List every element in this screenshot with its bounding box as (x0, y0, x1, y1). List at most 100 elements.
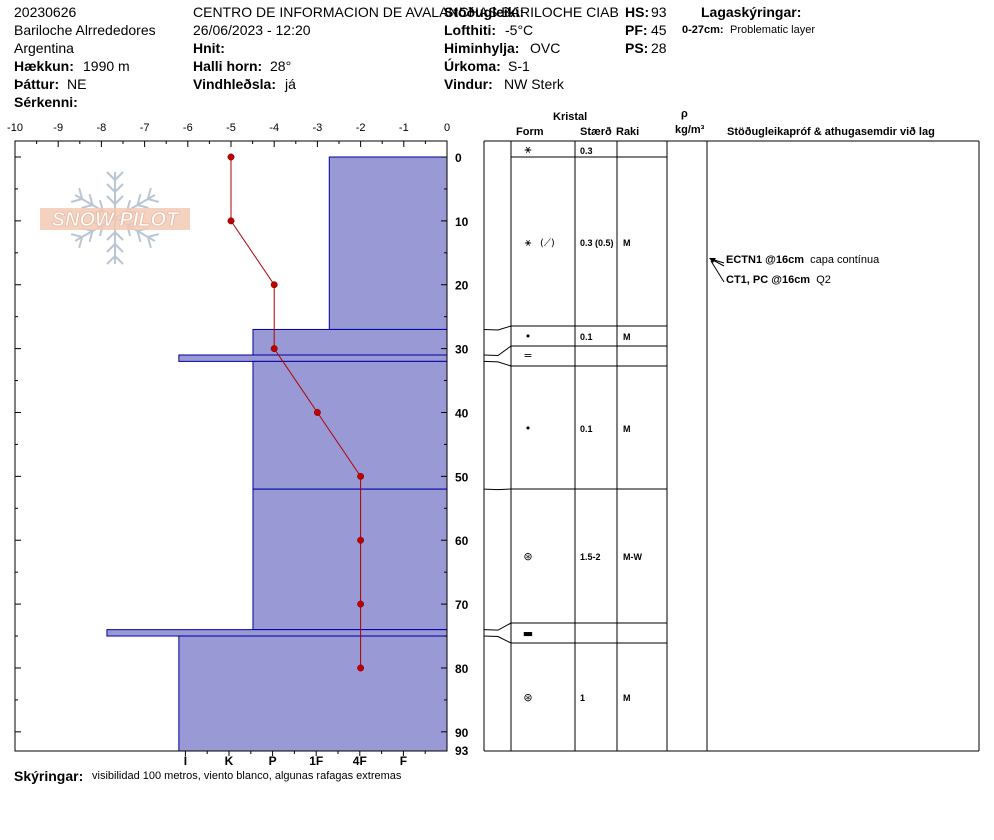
hardness-tick-label: 1F (309, 754, 323, 768)
hardness-tick-label: 4F (353, 754, 367, 768)
depth-tick-label: 20 (455, 279, 469, 293)
sky-value: OVC (530, 40, 561, 56)
country-name: Argentina (14, 40, 74, 56)
wind-value: NW Sterk (504, 76, 564, 92)
layer-connector (483, 360, 512, 367)
depth-end-label: 93 (455, 744, 469, 758)
air-temp-label: Lofthiti: (444, 22, 497, 38)
depth-tick-label: 50 (455, 470, 469, 484)
hardness-tick-label: F (400, 754, 407, 768)
temp-tick-label: -7 (140, 122, 150, 134)
notes-label: Skýringar: (14, 768, 84, 784)
temp-tick-label: 0 (444, 122, 450, 134)
layer-form-icon-decomposing-fragmented: ⚹ (525, 236, 532, 249)
depth-tick-label: 40 (455, 406, 469, 420)
wind-label: Vindur: (444, 76, 493, 92)
elevation-value: 1990 m (83, 58, 130, 74)
specifics-label: Sérkenni: (14, 94, 78, 110)
temperature-point (357, 536, 365, 544)
layer-form-icon-melt-forms: ⊛ (523, 691, 532, 704)
temp-tick-label: -4 (269, 122, 279, 134)
temp-tick-label: -3 (313, 122, 323, 134)
stability-test-arrowhead (709, 258, 716, 263)
wind-loading-label: Vindhleðsla: (193, 76, 276, 92)
hardness-bar-2 (252, 328, 448, 356)
temperature-point (313, 409, 321, 416)
elevation-label: Hækkun: (14, 58, 74, 74)
slope-label: Halli horn: (193, 58, 263, 74)
aspect-label: Þáttur: (14, 76, 60, 92)
layer-form-icon-rounded-grains: • (525, 422, 532, 435)
stability-test-arrow-2 (710, 260, 725, 283)
layer-note-depth: 0-27cm: (682, 24, 724, 36)
temperature-point (357, 664, 365, 672)
ps-label: PS: (625, 40, 649, 56)
depth-tick-label: 90 (455, 726, 469, 740)
size-header: Stærð (580, 126, 612, 138)
temperature-point (357, 600, 365, 608)
temperature-point (270, 281, 278, 289)
location-name: Bariloche Alrrededores (14, 22, 156, 38)
layer-form-icon-ice-layer: ▬ (523, 627, 533, 640)
hardness-tick-label: P (269, 754, 277, 768)
observation-datetime: 26/06/2023 - 12:20 (193, 22, 311, 38)
layer-form-icon-melt-forms: ⊛ (523, 550, 532, 563)
temp-tick-label: -10 (7, 122, 23, 134)
layer-moisture: M (623, 424, 631, 434)
layer-moisture: M (623, 693, 631, 703)
layer-form-icon-rounded-grains: • (525, 330, 532, 343)
temp-tick-label: -1 (399, 122, 409, 134)
layer-connector (483, 488, 512, 491)
pf-value: 45 (651, 22, 667, 38)
notes-text: visibilidad 100 metros, viento blanco, a… (92, 770, 402, 782)
layer-form-secondary-icon: (⟋) (540, 238, 555, 249)
layer-connector (483, 622, 512, 631)
hardness-tick-label: I (184, 754, 187, 768)
precip-value: S-1 (508, 58, 530, 74)
layer-moisture: M-W (623, 552, 642, 562)
temp-tick-label: -9 (53, 122, 63, 134)
moisture-header: Raki (616, 126, 640, 138)
watermark-band (40, 208, 190, 230)
depth-tick-label: 60 (455, 534, 469, 548)
depth-tick-label: 10 (455, 215, 469, 229)
rho-header: ρ (681, 108, 688, 120)
temp-tick-label: -6 (183, 122, 193, 134)
stability-tests-header: Stöðugleikapróf & athugasemdir við lag (727, 126, 935, 138)
layer-size: 1 (580, 693, 585, 703)
layer-connector (483, 325, 512, 331)
depth-tick-label: 80 (455, 662, 469, 676)
ps-value: 28 (651, 40, 667, 56)
temp-tick-label: -8 (97, 122, 107, 134)
layer-size: 0.1 (580, 424, 593, 434)
hs-label: HS: (625, 4, 650, 20)
coordinates-label: Hnit: (193, 40, 225, 56)
layer-size: 0.1 (580, 332, 593, 342)
sky-label: Himinhylja: (444, 40, 520, 56)
hardness-tick-label: K (225, 754, 234, 768)
hardness-bar-4 (252, 360, 448, 490)
layer-connector (483, 635, 512, 644)
temperature-point (270, 345, 278, 353)
surface-form-icon: ⚹ (524, 142, 531, 156)
layer-note-text: Problematic layer (730, 24, 815, 36)
layer-size: 0.3 (0.5) (580, 238, 614, 248)
hardness-bar-5 (252, 488, 448, 631)
crystal-header: Kristal (553, 111, 588, 123)
air-temp-value: -5°C (505, 22, 534, 38)
profile-date-id: 20230626 (14, 4, 77, 20)
temperature-point (357, 472, 365, 480)
layer-moisture: M (623, 238, 631, 248)
pf-label: PF: (625, 22, 648, 38)
aspect-value: NE (67, 76, 87, 92)
layer-notes-label: Lagaskýringar: (701, 4, 802, 20)
stability-test-2: CT1, PC @16cm Q2 (726, 274, 831, 286)
slope-value: 28° (270, 58, 292, 74)
temp-tick-label: -5 (226, 122, 236, 134)
wind-loading-value: já (285, 76, 296, 92)
hardness-bar-3 (178, 354, 448, 362)
temperature-point (227, 217, 235, 225)
hs-value: 93 (651, 4, 667, 20)
depth-tick-label: 30 (455, 343, 469, 357)
